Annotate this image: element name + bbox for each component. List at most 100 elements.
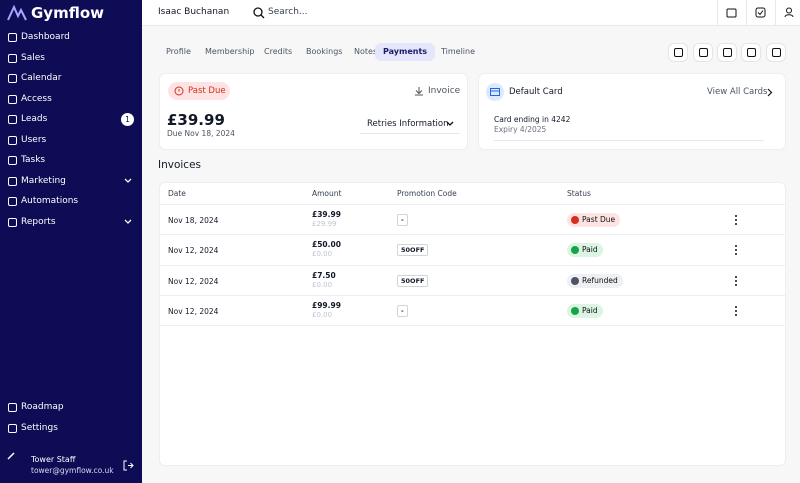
promo-code: 50OFF bbox=[397, 244, 429, 257]
table-end bbox=[160, 325, 785, 327]
menu-dot bbox=[735, 305, 737, 308]
invoice-button[interactable]: Invoice bbox=[428, 86, 461, 96]
card-expiry: Expiry 4/2025 bbox=[494, 125, 547, 134]
tab[interactable]: Payments bbox=[375, 43, 436, 61]
menu-dot bbox=[735, 275, 737, 278]
chevron bbox=[124, 178, 132, 183]
brand: Gymflow bbox=[31, 4, 105, 22]
nav-item[interactable]: Leads 1 bbox=[0, 112, 142, 127]
chevron bbox=[767, 88, 773, 97]
logout-button[interactable] bbox=[123, 460, 134, 471]
nav-icon bbox=[723, 48, 732, 57]
nav-icon bbox=[8, 94, 17, 104]
nav-item[interactable]: Reports bbox=[0, 215, 142, 230]
nav-icon bbox=[8, 424, 17, 433]
menu-dot bbox=[735, 245, 737, 248]
row-menu[interactable] bbox=[734, 305, 738, 318]
date: Nov 12, 2024 bbox=[168, 306, 219, 316]
tab[interactable]: Membership bbox=[205, 47, 255, 56]
tab[interactable]: Bookings bbox=[306, 47, 343, 56]
row-menu[interactable] bbox=[734, 215, 738, 227]
nav-item[interactable]: Dashboard bbox=[0, 30, 142, 45]
action-button[interactable] bbox=[766, 43, 786, 62]
menu-dot bbox=[735, 313, 737, 316]
nav-icon bbox=[8, 115, 17, 124]
profile-button[interactable] bbox=[784, 7, 795, 18]
user-icon bbox=[7, 452, 15, 460]
divider bbox=[746, 0, 747, 26]
tab[interactable]: Credits bbox=[264, 47, 293, 56]
original-amount: £0.00 bbox=[312, 280, 333, 289]
nav-icon bbox=[8, 156, 17, 165]
action-button[interactable] bbox=[668, 43, 688, 62]
chevron bbox=[446, 121, 454, 126]
nav-icon bbox=[772, 48, 781, 57]
menu-dot bbox=[735, 279, 737, 282]
invoices-title: Invoices bbox=[158, 159, 202, 171]
nav-icon bbox=[8, 197, 17, 206]
chevron bbox=[124, 219, 132, 224]
balance-card: Past Due Invoice £39.99 Due Nov 18, 2024… bbox=[159, 73, 468, 150]
amount: £39.99 bbox=[312, 210, 341, 219]
nav-icon bbox=[8, 135, 17, 145]
nav-label: Marketing bbox=[21, 175, 66, 186]
row-menu[interactable] bbox=[734, 275, 738, 288]
menu-dot bbox=[735, 283, 737, 286]
tasks-button[interactable] bbox=[755, 7, 766, 18]
status-badge: Refunded bbox=[567, 273, 623, 288]
tab[interactable]: Profile bbox=[166, 47, 191, 56]
card-title: Default Card bbox=[509, 87, 563, 97]
nav-icon bbox=[674, 48, 683, 57]
card-icon-bg bbox=[486, 83, 504, 101]
nav-label: Tasks bbox=[21, 155, 46, 165]
status-badge: Paid bbox=[567, 243, 603, 258]
nav-label: Users bbox=[21, 134, 47, 145]
status-dot bbox=[571, 246, 579, 255]
original-amount: £29.99 bbox=[312, 220, 337, 228]
sidebar: Gymflow Tower Staff tower@gymflow.co.uk … bbox=[0, 0, 142, 483]
row-menu[interactable] bbox=[734, 245, 738, 257]
card-icon bbox=[490, 88, 500, 96]
tab[interactable]: Notes bbox=[354, 47, 378, 56]
nav-item[interactable]: Tasks bbox=[0, 153, 142, 168]
promo-code: 50OFF bbox=[397, 274, 429, 287]
nav-badge: 1 bbox=[121, 113, 134, 126]
promo-code: - bbox=[397, 214, 408, 226]
menu-dot bbox=[735, 249, 737, 252]
nav-item[interactable]: Access bbox=[0, 92, 142, 107]
status-dot bbox=[571, 216, 579, 224]
nav-item[interactable]: Sales bbox=[0, 51, 142, 66]
action-button[interactable] bbox=[693, 43, 713, 62]
nav-icon bbox=[8, 176, 17, 186]
amount: £50.00 bbox=[312, 240, 341, 250]
nav-item[interactable]: Users bbox=[0, 133, 142, 148]
status-text: Past Due bbox=[188, 86, 226, 96]
amount: £99.99 bbox=[312, 300, 341, 310]
payment-card: Default Card View All Cards Card ending … bbox=[478, 73, 786, 150]
tab[interactable]: Timeline bbox=[441, 47, 476, 56]
action-button[interactable] bbox=[717, 43, 737, 62]
nav-item[interactable]: Automations bbox=[0, 194, 142, 209]
retries-button[interactable]: Retries Information bbox=[360, 115, 460, 134]
nav-label: Access bbox=[21, 93, 52, 104]
user-name: Tower Staff bbox=[31, 455, 76, 464]
divider bbox=[775, 0, 776, 26]
nav-item[interactable]: Settings bbox=[0, 421, 142, 436]
logo-icon bbox=[7, 4, 27, 21]
nav-label: Sales bbox=[21, 52, 45, 63]
nav-item[interactable]: Marketing bbox=[0, 174, 142, 189]
nav-item[interactable]: Roadmap bbox=[0, 400, 142, 415]
nav-label: Leads bbox=[21, 114, 48, 124]
view-cards-link[interactable]: View All Cards bbox=[707, 87, 768, 97]
nav-icon bbox=[8, 33, 17, 42]
action-button[interactable] bbox=[741, 43, 761, 62]
search-input[interactable]: Search... bbox=[268, 7, 308, 17]
promo-code: - bbox=[397, 304, 408, 317]
nav-icon bbox=[8, 403, 17, 412]
nav-item[interactable]: Calendar bbox=[0, 71, 142, 86]
main: Isaac Buchanan Search... Past Due Invoic… bbox=[142, 0, 800, 483]
calendar-button[interactable] bbox=[726, 7, 737, 18]
search-icon bbox=[253, 7, 265, 19]
table-row: Nov 12, 2024 £7.50 £0.00 50OFF Refunded bbox=[160, 264, 785, 295]
